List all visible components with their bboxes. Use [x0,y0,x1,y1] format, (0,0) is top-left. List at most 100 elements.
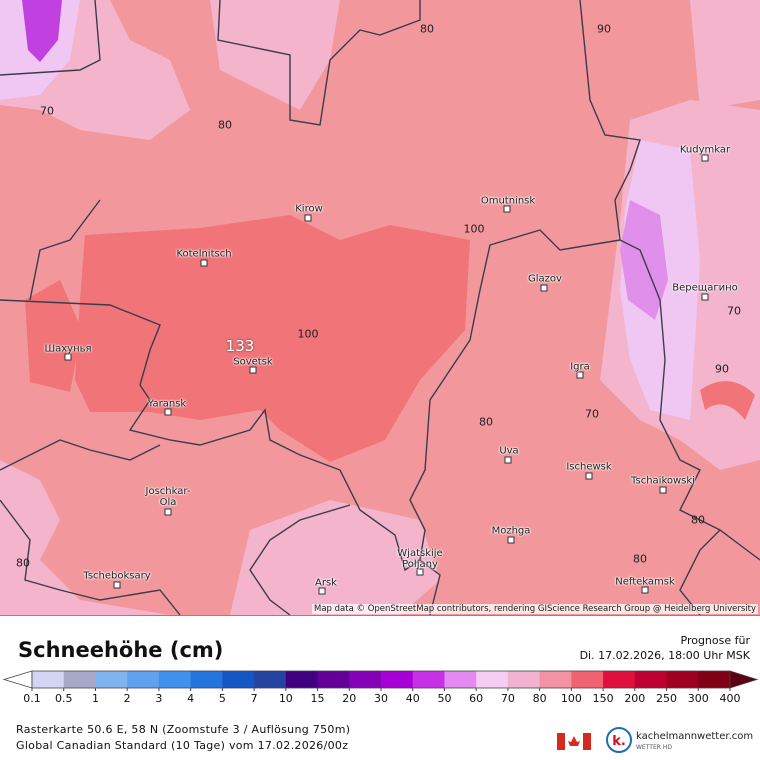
city-marker [200,259,208,267]
contour-label: 70 [585,407,599,421]
city-marker [64,353,72,361]
colorbar-label: 5 [219,692,226,705]
contour-label: 90 [597,22,611,36]
city-label: Mozhga [491,525,531,537]
city-marker [701,154,709,162]
city-marker [659,486,667,494]
colorbar-segment [507,671,541,688]
snow-area-high [75,215,470,462]
borders [0,0,760,616]
city-label: Шахунья [44,343,92,355]
legend-title: Schneehöhe (cm) [18,638,224,662]
city-marker [540,284,548,292]
city-label: Sovetsk [233,356,273,368]
city-marker [507,536,515,544]
snow-area [22,0,62,62]
colorbar-segment [698,671,731,688]
colorbar-segment [571,671,604,688]
colorbar-segment [63,671,96,688]
colorbar-label: 3 [155,692,162,705]
city-label: Tschaikowski [631,475,695,487]
colorbar-segment [539,671,572,688]
city-marker [249,366,257,374]
brand-name: kachelmannwetter.com [636,731,754,742]
colorbar-segment [32,671,65,688]
city-label: Kotelnitsch [176,248,232,260]
contour-label: 80 [479,415,493,429]
contour-label: 80 [633,552,647,566]
colorbar-label: 80 [533,692,547,705]
footer-line: Global Canadian Standard (10 Tage) vom 1… [16,739,349,752]
contour-label: 80 [218,118,232,132]
colorbar-segment [381,671,414,688]
colorbar-segment [317,671,350,688]
contour-label: 80 [420,22,434,36]
city-label: Uva [499,445,519,457]
max-label: 133 [225,337,255,355]
colorbar-label: 20 [342,692,356,705]
colorbar-label: 15 [311,692,325,705]
city-label: Wjatskije Poljany [397,548,443,570]
city-label: Tscheboksary [83,570,151,582]
colorbar-segment [444,671,477,688]
colorbar-segment [222,671,255,688]
city-label: Igra [570,361,590,373]
city-label: Omutninsk [480,195,536,207]
colorbar-segment [254,671,287,688]
city-marker [164,408,172,416]
forecast-time: Di. 17.02.2026, 18:00 Uhr MSK [579,649,750,662]
snow-area [230,500,440,615]
city-label: Ischewsk [566,461,612,473]
canada-flag [557,733,591,750]
brand-logo: k. [606,727,632,753]
colorbar-segment [127,671,160,688]
colorbar-label: 1 [92,692,99,705]
city-marker [585,472,593,480]
colorbar-segment [349,671,382,688]
snow-area [210,0,340,110]
city-label: Neftekamsk [615,576,675,588]
city-marker [164,508,172,516]
city-label: Kudymkar [679,144,731,156]
city-marker [576,371,584,379]
city-label: Arsk [315,577,337,589]
brand-sub: WETTER HD [636,744,672,751]
colorbar-segment [285,671,319,688]
contour-label: 100 [463,222,485,236]
city-label: Joschkar- Ola [145,486,191,508]
city-marker [641,586,649,594]
colorbar-segment [603,671,636,688]
contour-label: 70 [40,104,54,118]
colorbar-label: 2 [124,692,131,705]
footer-line: Rasterkarte 50.6 E, 58 N (Zoomstufe 3 / … [16,723,351,736]
colorbar-label: 60 [469,692,483,705]
colorbar-label: 400 [720,692,741,705]
colorbar-label: 40 [406,692,420,705]
contour-label: 90 [715,362,729,376]
city-marker [701,293,709,301]
colorbar-segment [666,671,699,688]
attribution: Map data © OpenStreetMap contributors, r… [312,604,758,614]
contour-label: 100 [297,327,319,341]
forecast-label: Prognose für [680,634,751,647]
colorbar-segment [634,671,668,688]
colorbar-label: 100 [561,692,582,705]
city-marker [304,214,312,222]
colorbar-label: 200 [624,692,645,705]
colorbar-label: 30 [374,692,388,705]
colorbar: 0.1 0.5 1 2 3 4 5 7 10 15 20 30 40 50 60 70 80 100 150 200 2… [2,670,759,705]
snow-area-high [25,280,82,392]
colorbar-segment [476,671,509,688]
colorbar-segment [158,671,192,688]
contour-label: 70 [727,304,741,318]
svg-text:k.: k. [612,734,626,749]
city-marker [113,581,121,589]
snow-area-high [700,381,755,420]
city-label: Glazov [528,273,562,285]
city-label: Верещагино [672,282,738,294]
colorbar-label: 4 [187,692,194,705]
colorbar-label: 10 [279,692,293,705]
city-label: Yaransk [147,398,187,410]
